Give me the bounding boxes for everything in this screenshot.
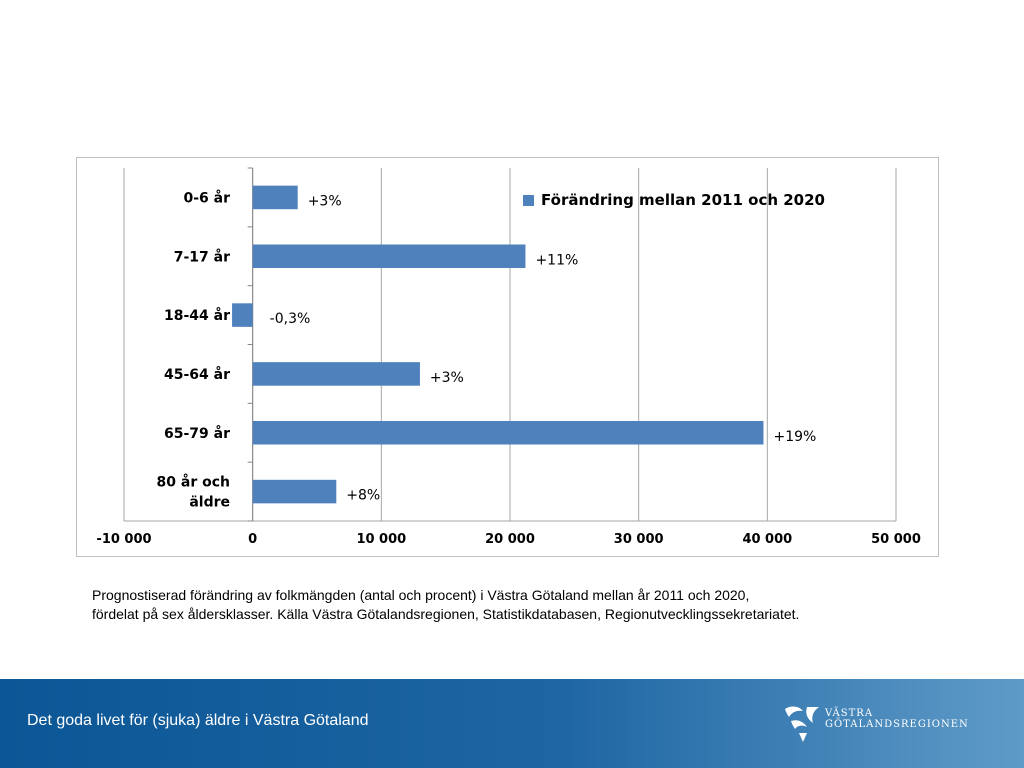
x-tick-label: -10 000 — [96, 532, 151, 547]
bar — [232, 303, 253, 327]
category-label: äldre — [189, 495, 230, 511]
category-label: 45-64 år — [164, 366, 230, 383]
x-tick-label: 40 000 — [742, 532, 792, 547]
x-tick-label: 10 000 — [356, 532, 406, 547]
bar — [252, 479, 337, 504]
caption-line-2: fördelat på sex åldersklasser. Källa Väs… — [92, 606, 800, 622]
legend-swatch — [523, 195, 534, 206]
category-label: 18-44 år — [164, 307, 230, 324]
x-tick-label: 50 000 — [871, 532, 921, 547]
presentation-title: Det goda livet för (sjuka) äldre i Västr… — [27, 712, 369, 729]
category-label: 80 år och — [157, 474, 230, 491]
bar — [252, 362, 420, 386]
bar — [252, 244, 526, 269]
caption-line-1: Prognostiserad förändring av folkmängden… — [92, 587, 750, 603]
data-label: +3% — [308, 193, 342, 209]
footer-bar: Det goda livet för (sjuka) äldre i Västr… — [0, 679, 1024, 768]
x-tick-label: 20 000 — [485, 532, 535, 547]
logo-text: VÄSTRA GÖTALANDSREGIONEN — [825, 708, 969, 730]
bar — [252, 420, 764, 445]
x-tick-label: 30 000 — [614, 532, 664, 547]
data-label: +3% — [430, 370, 464, 386]
data-label: +19% — [773, 429, 816, 445]
bar-chart: -10 000 0 10 000 20 000 30 000 40 000 50 000 +3… — [96, 167, 921, 547]
data-label: +8% — [346, 488, 380, 504]
chart-caption: Prognostiserad förändring av folkmängden… — [92, 586, 972, 624]
chart-frame: -10 000 0 10 000 20 000 30 000 40 000 50 000 +3… — [76, 157, 939, 557]
category-label: 7-17 år — [174, 248, 230, 265]
logo-line-2: GÖTALANDSREGIONEN — [825, 719, 969, 730]
data-label: +11% — [535, 252, 578, 268]
logo-line-1: VÄSTRA — [825, 708, 874, 719]
bar — [252, 185, 298, 210]
category-label: 0-6 år — [183, 189, 230, 206]
category-label: 65-79 år — [164, 425, 230, 442]
legend-label: Förändring mellan 2011 och 2020 — [541, 191, 825, 209]
vastra-gotalandsregionen-logo: VÄSTRA GÖTALANDSREGIONEN — [783, 703, 983, 745]
data-label: -0,3% — [270, 311, 311, 327]
x-tick-label: 0 — [248, 532, 257, 547]
logo-mark-icon — [785, 706, 819, 742]
